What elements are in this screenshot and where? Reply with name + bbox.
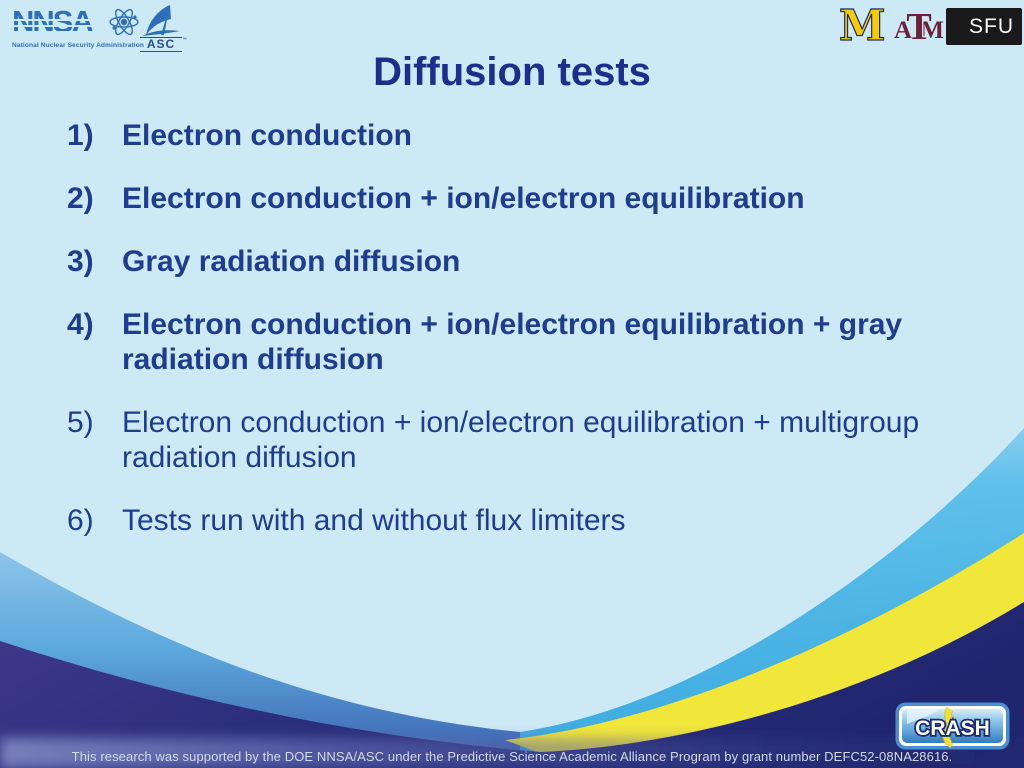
item-text: radiation diffusion	[122, 441, 357, 474]
crash-logo: CRASH CRASH	[895, 702, 1010, 755]
item-text: Tests run with and without flux limiters	[122, 504, 626, 537]
nnsa-tagline: National Nuclear Security Administration	[12, 42, 144, 49]
michigan-logo: M	[838, 4, 886, 47]
michigan-block-m: M	[838, 1, 886, 50]
item-number: 2)	[67, 182, 94, 215]
crash-label: CRASH	[915, 717, 990, 740]
tamu-letter-t: T	[906, 6, 932, 48]
asc-label: ASC	[140, 37, 182, 52]
item-text: radiation diffusion	[122, 343, 384, 376]
slide-title: Diffusion tests	[373, 50, 651, 94]
nnsa-stripe-decoration	[12, 31, 102, 33]
item-text: Gray radiation diffusion	[122, 245, 461, 278]
footer-text: This research was supported by the DOE N…	[71, 749, 953, 764]
sfu-logo: SFU	[946, 8, 1022, 45]
item-text: Electron conduction + ion/electron equil…	[122, 182, 805, 215]
item-number: 5)	[67, 406, 94, 439]
nnsa-logo: NNSA National Nuclear Security Administr…	[12, 6, 144, 52]
tamu-letter-m: M	[920, 17, 944, 44]
asc-logo: ASC ™	[140, 4, 187, 52]
item-number: 3)	[67, 245, 94, 278]
nnsa-stripe-decoration	[12, 19, 102, 21]
asc-trademark: ™	[182, 37, 187, 43]
nnsa-stripe-decoration	[12, 25, 102, 27]
item-text: Electron conduction + ion/electron equil…	[122, 308, 903, 341]
item-text: Electron conduction + ion/electron equil…	[122, 406, 920, 439]
item-number: 6)	[67, 504, 94, 537]
crash-logo-graphic: CRASH CRASH	[895, 702, 1010, 750]
item-number: 1)	[67, 119, 94, 152]
sfu-label: SFU	[969, 15, 1014, 38]
atom-icon	[109, 8, 139, 36]
item-text: Electron conduction	[122, 119, 413, 152]
tamu-letter-a: A	[894, 17, 913, 44]
asc-swoosh-icon	[142, 5, 180, 36]
item-number: 4)	[67, 308, 94, 341]
texas-am-logo: A M T	[894, 6, 944, 48]
crash-label-outline: CRASH	[915, 717, 990, 740]
